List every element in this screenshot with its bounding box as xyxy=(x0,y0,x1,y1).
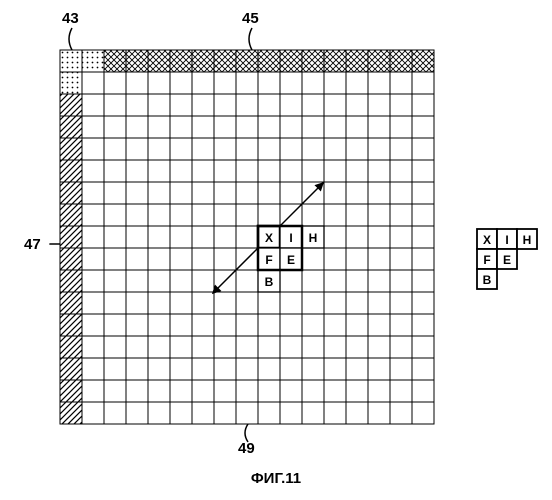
svg-text:I: I xyxy=(505,233,508,247)
svg-text:H: H xyxy=(309,231,318,245)
svg-text:B: B xyxy=(483,273,492,287)
svg-text:X: X xyxy=(483,233,491,247)
svg-text:E: E xyxy=(287,253,295,267)
small-grid: XI H FEB xyxy=(476,228,552,308)
svg-text:E: E xyxy=(503,253,511,267)
figure-canvas: { "type": "diagram", "aspect": { "width"… xyxy=(0,0,552,500)
svg-text:I: I xyxy=(289,231,292,245)
svg-text:F: F xyxy=(483,253,490,267)
svg-text:X: X xyxy=(265,231,273,245)
svg-text:H: H xyxy=(523,233,532,247)
figure-caption: ФИГ.11 xyxy=(0,470,552,487)
svg-text:B: B xyxy=(265,275,274,289)
main-grid: XIHFEB xyxy=(0,0,552,500)
svg-text:F: F xyxy=(265,253,272,267)
